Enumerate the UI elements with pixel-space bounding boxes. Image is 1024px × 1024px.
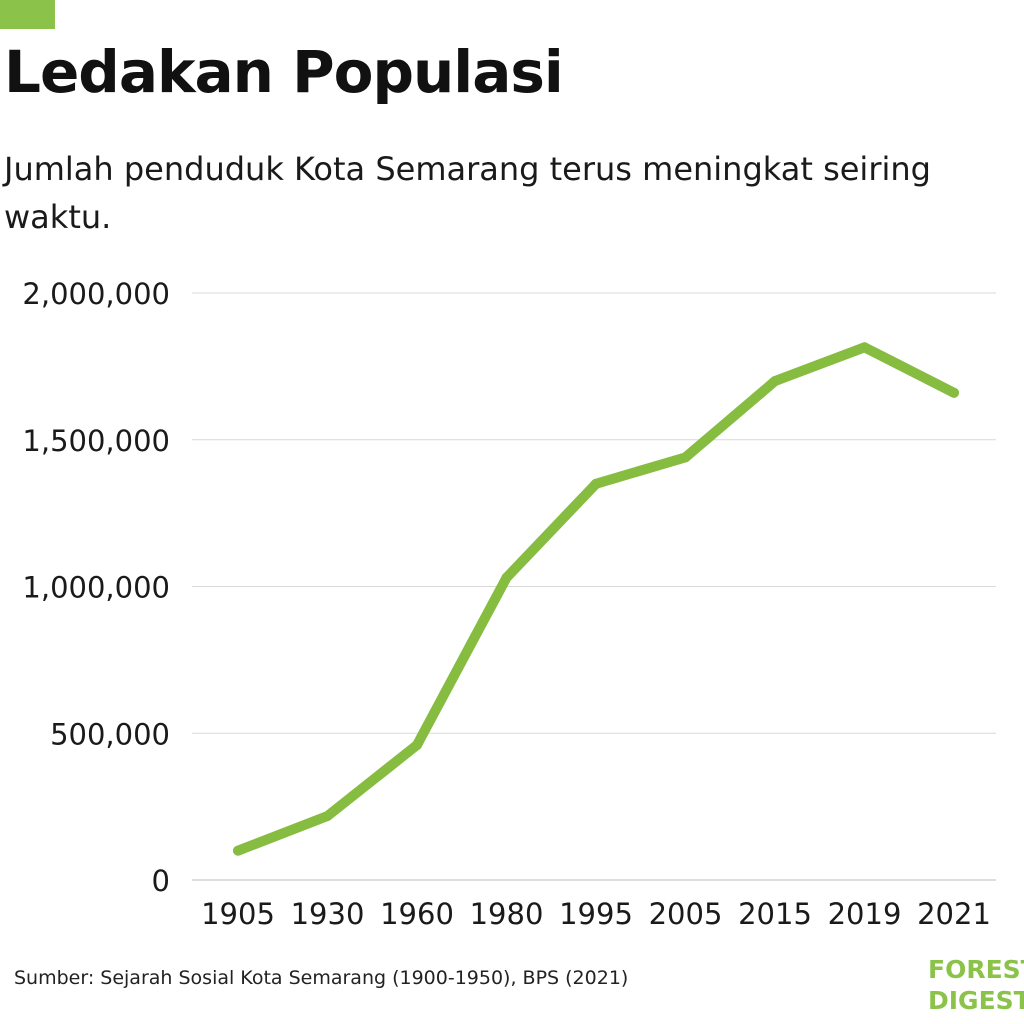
y-axis-tick-labels: 0 500,000 1,000,000 1,500,000 2,000,000 — [22, 277, 170, 898]
data-point — [949, 387, 959, 398]
population-line-chart: 0 500,000 1,000,000 1,500,000 2,000,000 1905… — [22, 277, 996, 931]
x-tick-label: 1930 — [291, 897, 365, 931]
series-line — [233, 342, 959, 856]
x-tick-label: 2019 — [828, 897, 902, 931]
data-point — [501, 572, 512, 583]
x-tick-label: 2005 — [649, 897, 723, 931]
x-tick-label: 1980 — [470, 897, 544, 931]
data-point — [859, 342, 870, 353]
accent-bar — [0, 0, 55, 29]
x-axis-tick-labels: 1905 1930 1960 1980 1995 2005 2015 2019 2021 — [201, 897, 991, 931]
y-tick-label: 2,000,000 — [22, 277, 170, 311]
logo-line-1: FOREST — [928, 955, 1024, 984]
data-point — [591, 478, 601, 489]
series-layer — [233, 342, 959, 856]
data-point — [233, 845, 243, 856]
data-point — [412, 739, 422, 750]
x-tick-label: 2015 — [738, 897, 812, 931]
x-tick-label: 2021 — [917, 897, 991, 931]
page-subtitle: Jumlah penduduk Kota Semarang terus meni… — [4, 150, 931, 236]
x-tick-label: 1960 — [380, 897, 454, 931]
y-tick-label: 0 — [152, 864, 170, 898]
logo-line-2: DIGEST — [928, 986, 1024, 1015]
y-tick-label: 500,000 — [50, 717, 170, 751]
y-tick-label: 1,000,000 — [22, 571, 170, 605]
x-tick-label: 1995 — [559, 897, 633, 931]
source-note: Sumber: Sejarah Sosial Kota Semarang (19… — [14, 967, 629, 989]
page-title: Ledakan Populasi — [4, 38, 564, 106]
forest-digest-logo: FOREST DIGEST — [928, 955, 1024, 1021]
data-point — [680, 452, 691, 463]
x-tick-label: 1905 — [201, 897, 275, 931]
data-point — [322, 811, 333, 822]
y-tick-label: 1,500,000 — [22, 424, 170, 458]
data-point — [770, 376, 780, 387]
grid-lines — [192, 292, 996, 881]
